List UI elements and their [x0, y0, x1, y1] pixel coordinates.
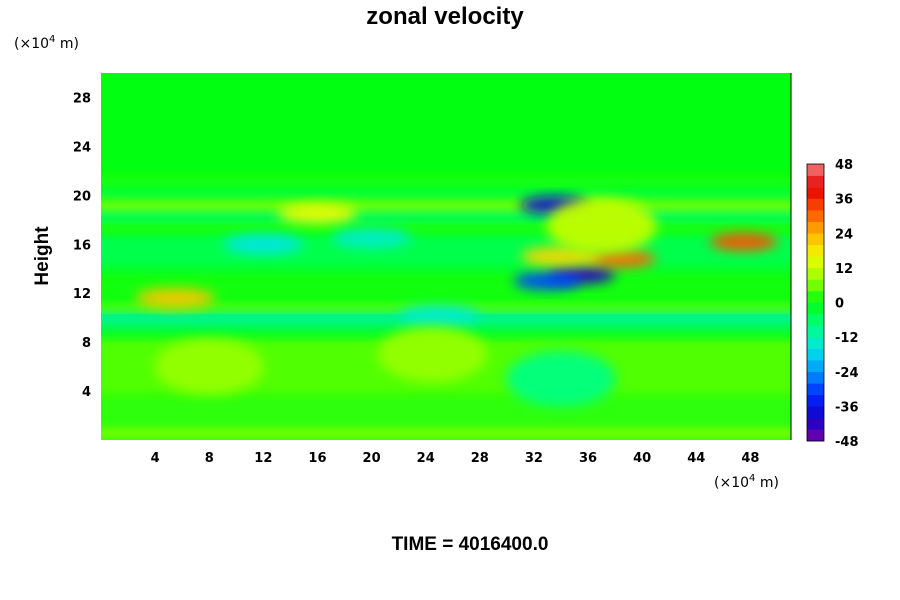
colorbar-tick-label: -12: [835, 331, 859, 346]
colorbar-segment: [807, 244, 824, 257]
colorbar: [806, 163, 825, 442]
chart-title: zonal velocity: [366, 3, 524, 30]
colorbar-segment: [807, 383, 824, 396]
heatmap-feature: [506, 350, 616, 407]
colorbar-tick-label: -48: [835, 435, 859, 450]
x-tick-label: 40: [633, 451, 651, 466]
y-tick-label: 8: [82, 336, 91, 351]
colorbar-segment: [807, 417, 824, 430]
colorbar-tick-label: 12: [835, 262, 853, 277]
colorbar-segment: [807, 429, 824, 442]
colorbar-segment: [807, 406, 824, 419]
x-unit-exponent: 4: [749, 473, 755, 484]
colorbar-segment: [807, 267, 824, 280]
heatmap-band: [101, 219, 791, 233]
colorbar-segment: [807, 360, 824, 373]
colorbar-tick-label: 24: [835, 227, 853, 242]
colorbar-segment: [807, 164, 824, 176]
x-tick-label: 28: [471, 451, 489, 466]
colorbar-tick-label: 48: [835, 158, 853, 173]
heatmap-plot-area: [101, 73, 791, 440]
y-unit-exponent: 4: [49, 34, 55, 45]
x-tick-label: 24: [417, 451, 435, 466]
heatmap-band: [101, 175, 791, 186]
x-tick-label: 48: [741, 451, 759, 466]
x-tick-label: 12: [254, 451, 272, 466]
y-unit-suffix: m): [55, 36, 79, 52]
colorbar-tick-labels: 48 36 24 12 0 -12 -24 -36 -48: [835, 158, 859, 450]
heatmap-band: [101, 268, 791, 303]
y-tick-label: 4: [82, 385, 91, 400]
colorbar-segment: [807, 175, 824, 188]
colorbar-segment: [807, 221, 824, 234]
heatmap-feature: [709, 232, 778, 251]
colorbar-segment: [807, 371, 824, 384]
heatmap-band: [101, 210, 791, 220]
y-tick-label: 24: [73, 140, 91, 155]
colorbar-segment: [807, 337, 824, 349]
colorbar-segment: [807, 348, 824, 361]
heatmap-band: [101, 185, 791, 198]
x-tick-label: 8: [205, 451, 214, 466]
heatmap-feature: [223, 234, 304, 255]
colorbar-segment: [807, 325, 824, 338]
x-tick-labels: 4 8 12 16 20 24 28 32 36 40 44 48: [151, 451, 760, 466]
y-tick-labels: 4 8 12 16 20 24 28: [73, 91, 91, 400]
y-tick-label: 20: [73, 189, 91, 204]
colorbar-segment: [807, 290, 824, 303]
heatmap-feature: [135, 288, 216, 309]
heatmap-band: [101, 232, 791, 269]
time-label: TIME = 4016400.0: [392, 534, 549, 555]
x-tick-label: 36: [579, 451, 597, 466]
heatmap-feature: [331, 228, 412, 249]
x-unit-suffix: m): [755, 475, 779, 491]
colorbar-tick-label: -36: [835, 400, 859, 415]
heatmap-features: [135, 196, 778, 407]
heatmap-feature: [513, 271, 582, 290]
heatmap-feature: [399, 305, 480, 326]
x-tick-label: 20: [363, 451, 381, 466]
x-tick-label: 4: [151, 451, 160, 466]
heatmap-band: [101, 397, 791, 426]
heatmap-feature: [277, 203, 358, 224]
colorbar-border: [806, 163, 825, 442]
heatmap-band: [101, 425, 791, 440]
colorbar-segment: [807, 187, 824, 199]
y-tick-label: 16: [73, 238, 91, 253]
colorbar-segment: [807, 314, 824, 326]
x-tick-label: 44: [687, 451, 705, 466]
y-tick-label: 12: [73, 287, 91, 302]
colorbar-segment: [807, 279, 824, 292]
heatmap-feature: [587, 249, 656, 268]
x-axis-unit: (×104 m): [714, 473, 779, 491]
x-unit-prefix: (×10: [714, 475, 749, 491]
y-axis-label: Height: [32, 226, 53, 286]
heatmap-band: [101, 197, 791, 211]
x-tick-label: 32: [525, 451, 543, 466]
colorbar-segment: [807, 198, 824, 211]
heatmap-feature: [377, 326, 488, 383]
colorbar-segment: [807, 210, 824, 223]
colorbar-segment: [807, 394, 824, 407]
colorbar-tick-label: 36: [835, 193, 853, 208]
y-unit-prefix: (×10: [14, 36, 49, 52]
colorbar-segment: [807, 302, 824, 315]
heatmap-feature: [154, 338, 265, 395]
colorbar-segment: [807, 233, 824, 246]
y-axis-unit: (×104 m): [14, 34, 79, 52]
colorbar-tick-label: -24: [835, 366, 859, 381]
x-tick-label: 16: [308, 451, 326, 466]
colorbar-tick-label: 0: [835, 297, 844, 312]
colorbar-segment: [807, 256, 824, 269]
y-tick-label: 28: [73, 91, 91, 106]
heatmap-feature: [546, 197, 657, 254]
